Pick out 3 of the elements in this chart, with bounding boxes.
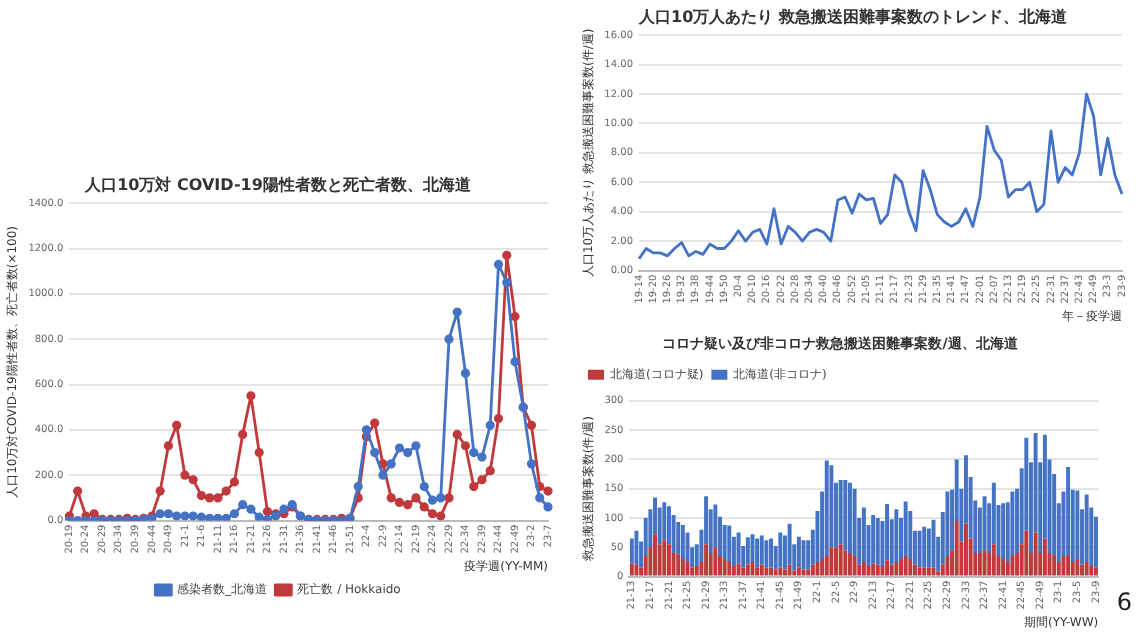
text: 6 xyxy=(1116,588,1132,616)
chart-title: 人口10万対 COVID-19陽性者数と死亡者数、北海道 xyxy=(83,173,473,194)
chart-title: 人口10万人あたり 救急搬送困難事案数のトレンド、北海道 xyxy=(637,5,1069,26)
